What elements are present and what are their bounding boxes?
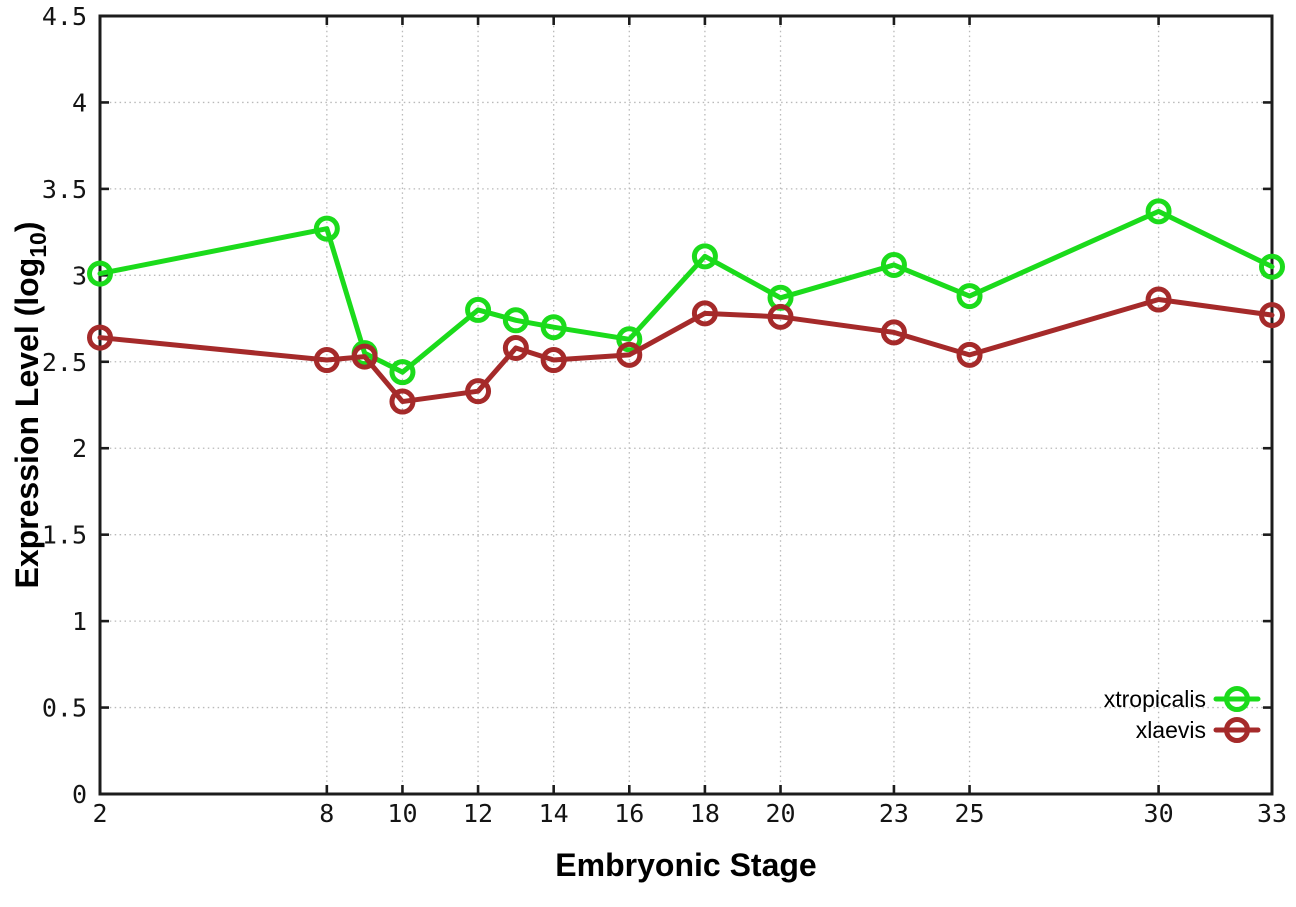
data-point-xtropicalis [616, 326, 643, 353]
plot-border [98, 14, 1274, 796]
y-tick-label: 3.5 [42, 175, 87, 204]
data-point-xtropicalis [1259, 253, 1285, 280]
tick-label-layer: 2 8 10 12 14 16 18 20 23 25 30 33 0 0.5 1 1.5 2 2.5 3 3.5 4 4… [42, 2, 1287, 828]
data-point-xtropicalis [1145, 198, 1172, 225]
data-point-xlaevis [313, 347, 340, 374]
y-tick-label: 0 [72, 780, 87, 809]
x-tick-label: 12 [463, 799, 493, 828]
legend-marker-xlaevis [1224, 717, 1250, 743]
data-point-xtropicalis [691, 243, 718, 270]
x-tick-label: 18 [690, 799, 720, 828]
data-point-xlaevis [880, 319, 907, 346]
x-tick-label: 20 [765, 799, 795, 828]
data-point-xlaevis [956, 341, 983, 368]
series-layer [87, 198, 1285, 415]
series-line-xtropicalis [97, 208, 1275, 375]
x-tick-label: 8 [319, 799, 334, 828]
y-tick-label: 3 [72, 261, 87, 290]
data-point-xlaevis [691, 300, 718, 327]
y-tick-label: 4 [72, 88, 87, 117]
data-point-xtropicalis [502, 307, 529, 334]
x-tick-label: 10 [387, 799, 417, 828]
data-point-xtropicalis [880, 251, 907, 278]
x-tick-label: 23 [879, 799, 909, 828]
data-point-xtropicalis [465, 296, 492, 323]
x-tick-label: 25 [954, 799, 984, 828]
data-point-xtropicalis [540, 314, 567, 341]
data-point-xlaevis [87, 324, 113, 351]
y-axis-title-subscript: 10 [25, 232, 51, 258]
y-axis-title-close: ) [9, 221, 45, 232]
legend-label-xtropicalis: xtropicalis [1104, 686, 1206, 712]
y-axis-title-main: Expression Level (log [9, 258, 45, 589]
y-axis-title: Expression Level (log10) [9, 221, 51, 588]
data-point-xlaevis [389, 388, 416, 415]
data-point-xlaevis [502, 334, 529, 361]
y-tick-label: 0.5 [42, 694, 87, 723]
x-tick-label: 16 [614, 799, 644, 828]
y-tick-label: 2 [72, 434, 87, 463]
x-tick-label: 14 [539, 799, 569, 828]
y-tick-label: 2.5 [42, 348, 87, 377]
legend: xtropicalis xlaevis [1104, 686, 1261, 743]
data-point-xtropicalis [956, 283, 983, 310]
y-tick-label: 1.5 [42, 521, 87, 550]
legend-marker-xtropicalis [1224, 686, 1250, 712]
data-point-xtropicalis [389, 359, 416, 386]
data-point-xlaevis [1259, 302, 1285, 329]
legend-label-xlaevis: xlaevis [1136, 717, 1206, 743]
data-point-xlaevis [540, 347, 567, 374]
data-point-xtropicalis [87, 260, 113, 287]
y-tick-label: 4.5 [42, 2, 87, 31]
x-tick-label: 33 [1257, 799, 1287, 828]
y-tick-label: 1 [72, 607, 87, 636]
data-point-xlaevis [351, 343, 378, 370]
x-axis-title: Embryonic Stage [555, 847, 816, 883]
data-point-xlaevis [616, 341, 643, 368]
x-tick-label: 30 [1144, 799, 1174, 828]
data-point-xlaevis [1145, 286, 1172, 313]
data-point-xtropicalis [313, 215, 340, 242]
data-point-xlaevis [465, 378, 492, 405]
data-point-xlaevis [767, 303, 794, 330]
x-tick-label: 2 [92, 799, 107, 828]
